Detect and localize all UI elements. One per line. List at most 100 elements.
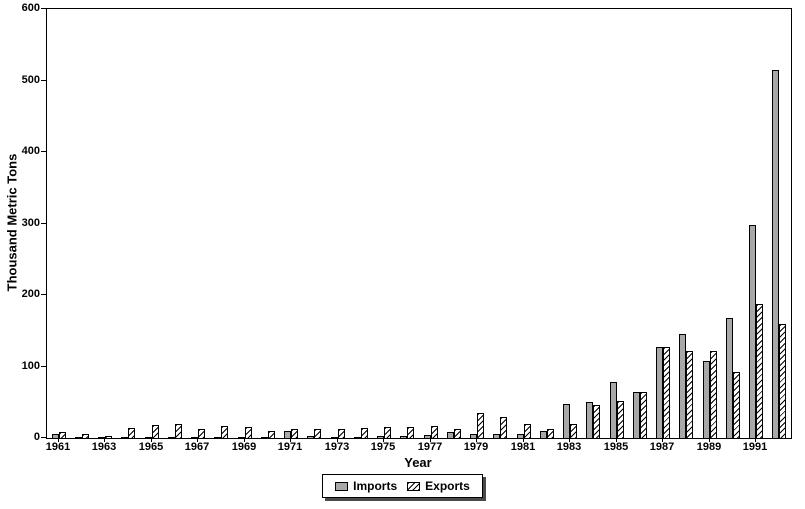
bar-imports-1982 <box>540 431 547 438</box>
bar-imports-1968 <box>214 437 221 438</box>
bar-exports-1980 <box>500 417 507 438</box>
x-tick-label: 1969 <box>231 441 257 453</box>
bar-exports-1973 <box>338 429 345 438</box>
x-tick-mark <box>569 437 570 442</box>
bar-imports-1966 <box>168 437 175 438</box>
bar-exports-1987 <box>663 347 670 438</box>
bar-exports-1975 <box>384 427 391 438</box>
bar-exports-1985 <box>617 401 624 438</box>
bar-imports-1979 <box>470 434 477 438</box>
bar-imports-1977 <box>424 435 431 438</box>
bar-exports-1965 <box>152 425 159 438</box>
legend: Imports Exports <box>322 474 483 498</box>
bar-imports-1988 <box>679 334 686 438</box>
bar-imports-1978 <box>447 432 454 438</box>
x-tick-mark <box>755 437 756 442</box>
legend-label-exports: Exports <box>425 479 470 493</box>
x-tick-label: 1971 <box>277 441 303 453</box>
bar-imports-1976 <box>400 436 407 438</box>
y-tick-label: 500 <box>21 74 40 86</box>
bar-exports-1962 <box>82 434 89 438</box>
legend-item-exports: Exports <box>407 479 470 493</box>
x-tick-label: 1977 <box>417 441 443 453</box>
y-tick-label: 600 <box>21 2 40 14</box>
x-tick-mark <box>58 437 59 442</box>
bar-imports-1981 <box>517 434 524 438</box>
bar-exports-1988 <box>686 351 693 438</box>
bar-exports-1964 <box>128 428 135 438</box>
bar-imports-1990 <box>726 318 733 438</box>
y-tick-label: 100 <box>21 360 40 372</box>
legend-container: Imports Exports <box>0 474 805 498</box>
bar-imports-1980 <box>493 434 500 438</box>
bar-exports-1976 <box>407 427 414 438</box>
bar-exports-1967 <box>198 429 205 438</box>
imports-swatch-icon <box>335 481 349 491</box>
x-tick-mark <box>383 437 384 442</box>
bar-exports-1990 <box>733 372 740 438</box>
bar-exports-1978 <box>454 429 461 438</box>
x-tick-mark <box>430 437 431 442</box>
bar-imports-1970 <box>261 437 268 438</box>
x-tick-label: 1989 <box>696 441 722 453</box>
bar-imports-1989 <box>703 361 710 438</box>
y-tick-mark <box>41 437 46 438</box>
legend-item-imports: Imports <box>335 479 397 493</box>
y-tick-mark <box>41 80 46 81</box>
y-tick-mark <box>41 151 46 152</box>
bar-imports-1992 <box>772 70 779 438</box>
bar-imports-1984 <box>586 402 593 438</box>
x-tick-label: 1965 <box>138 441 164 453</box>
x-tick-label: 1967 <box>184 441 210 453</box>
x-tick-label: 1981 <box>510 441 536 453</box>
bar-imports-1986 <box>633 392 640 438</box>
x-tick-label: 1987 <box>649 441 675 453</box>
x-tick-mark <box>151 437 152 442</box>
bar-imports-1972 <box>307 436 314 438</box>
bar-imports-1987 <box>656 347 663 438</box>
bar-exports-1979 <box>477 413 484 438</box>
x-tick-label: 1963 <box>91 441 117 453</box>
x-tick-label: 1979 <box>463 441 489 453</box>
x-tick-mark <box>476 437 477 442</box>
y-tick-label: 200 <box>21 288 40 300</box>
bar-exports-1986 <box>640 392 647 438</box>
x-tick-mark <box>290 437 291 442</box>
bar-exports-1972 <box>314 429 321 438</box>
bar-exports-1968 <box>221 426 228 438</box>
x-axis-title: Year <box>404 455 432 470</box>
x-tick-label: 1985 <box>603 441 629 453</box>
x-tick-mark <box>337 437 338 442</box>
bar-imports-1964 <box>121 437 128 438</box>
y-tick-mark <box>41 8 46 9</box>
x-tick-label: 1975 <box>370 441 396 453</box>
x-tick-mark <box>523 437 524 442</box>
bar-exports-1982 <box>547 429 554 438</box>
plot-area <box>46 8 792 439</box>
x-tick-mark <box>104 437 105 442</box>
bar-exports-1984 <box>593 405 600 438</box>
bar-exports-1971 <box>291 429 298 438</box>
bar-exports-1966 <box>175 424 182 438</box>
x-tick-mark <box>197 437 198 442</box>
bar-imports-1961 <box>52 434 59 438</box>
x-tick-label: 1973 <box>324 441 350 453</box>
bar-exports-1969 <box>245 427 252 438</box>
bar-imports-1971 <box>284 431 291 438</box>
bar-exports-1991 <box>756 304 763 438</box>
bar-exports-1961 <box>59 432 66 438</box>
bar-exports-1974 <box>361 428 368 438</box>
y-tick-mark <box>41 366 46 367</box>
exports-swatch-icon <box>407 481 421 491</box>
bar-imports-1991 <box>749 225 756 438</box>
x-tick-label: 1961 <box>45 441 71 453</box>
x-tick-label: 1991 <box>742 441 768 453</box>
bar-imports-1983 <box>563 404 570 438</box>
bar-imports-1962 <box>75 437 82 438</box>
bar-exports-1981 <box>524 424 531 438</box>
y-tick-label: 300 <box>21 217 40 229</box>
bar-imports-1985 <box>610 382 617 438</box>
x-tick-mark <box>709 437 710 442</box>
x-tick-mark <box>616 437 617 442</box>
